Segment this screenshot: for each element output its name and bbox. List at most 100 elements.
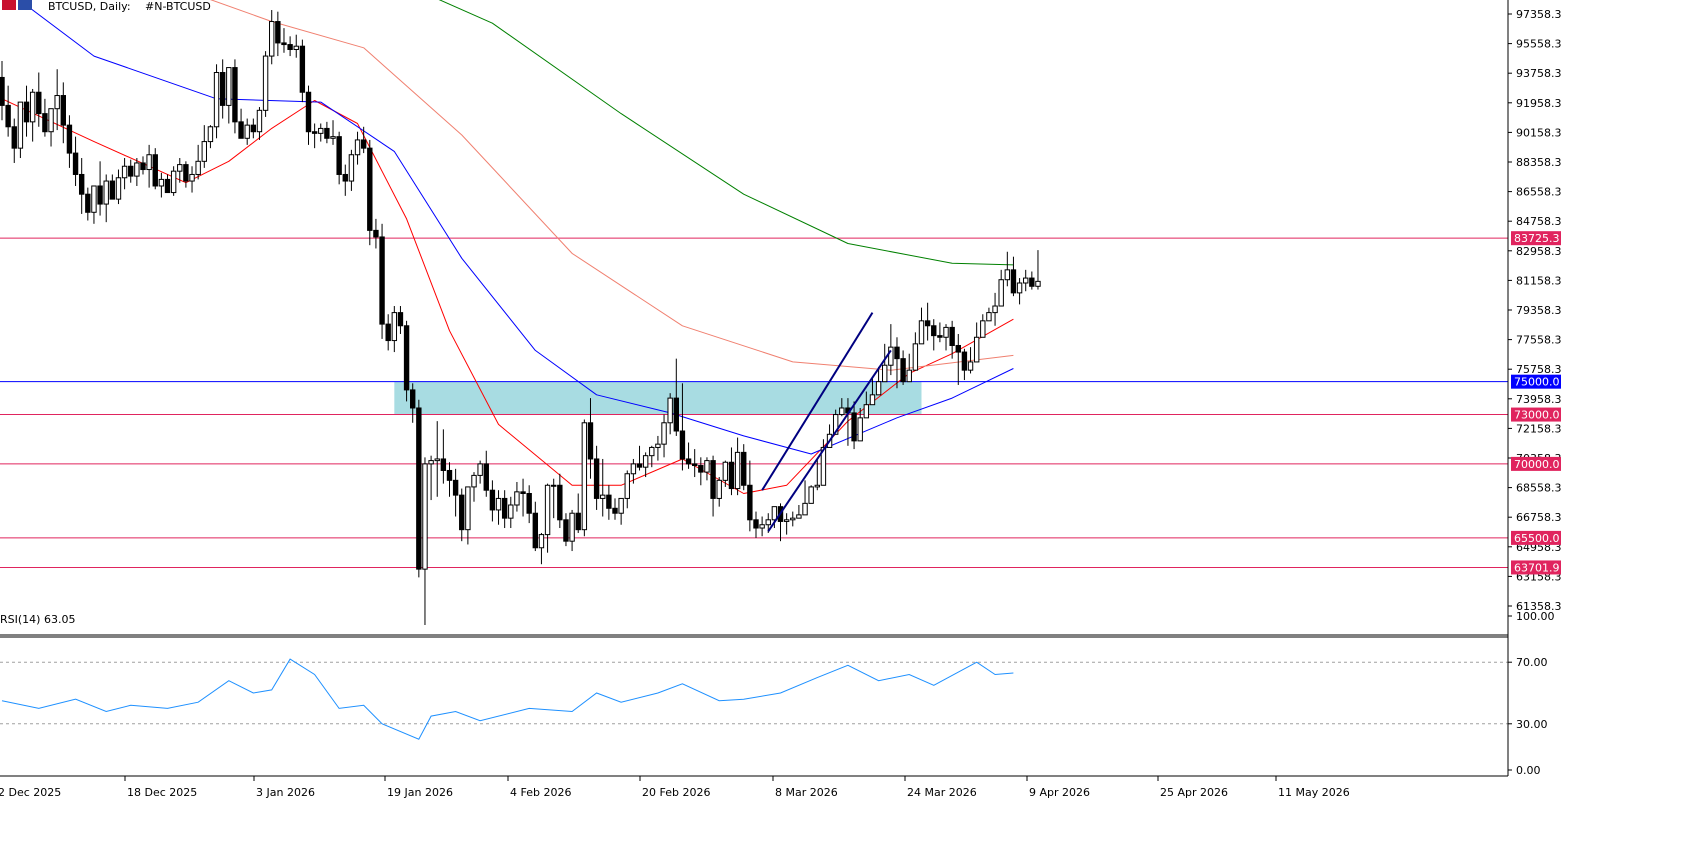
candle — [146, 144, 152, 188]
candle-body — [262, 55, 269, 111]
candle — [219, 59, 226, 119]
candle — [422, 457, 428, 626]
candle-body — [219, 72, 226, 106]
candle-body — [434, 458, 440, 462]
candle — [906, 353, 912, 383]
candle-body — [967, 361, 974, 371]
level-badge-label-73000.0: 73000.0 — [1514, 409, 1560, 422]
candle-body — [367, 147, 373, 231]
price-tick-label: 90158.3 — [1516, 126, 1562, 139]
candle — [299, 39, 306, 103]
candle-body — [428, 460, 434, 465]
candle — [311, 123, 318, 149]
candle — [949, 320, 955, 359]
candle-body — [373, 229, 379, 238]
candle-body — [1016, 282, 1023, 294]
candle-body — [183, 164, 189, 182]
level-badge-label-65500.0: 65500.0 — [1514, 532, 1560, 545]
candle-body — [275, 21, 281, 44]
rsi-tick-label: 0.00 — [1516, 764, 1541, 777]
candle — [544, 483, 551, 553]
candle — [367, 139, 373, 246]
candle-body — [961, 351, 968, 371]
candle-body — [103, 180, 109, 205]
candle-body — [201, 141, 207, 162]
candle-body — [691, 463, 698, 467]
candle-body — [661, 422, 667, 445]
candle-body — [894, 346, 900, 360]
candle — [48, 108, 54, 147]
candle — [980, 314, 986, 338]
candle — [741, 444, 747, 491]
candle-body — [937, 335, 943, 338]
horizontal-levels-layer — [0, 237, 1508, 568]
candle — [918, 307, 925, 345]
candle — [403, 320, 410, 402]
candle-body — [612, 507, 618, 514]
candle-body — [532, 512, 539, 549]
candle-body — [109, 180, 116, 200]
candle — [36, 72, 42, 127]
candle-body — [5, 104, 11, 128]
candle-body — [195, 160, 201, 175]
candle-body — [790, 517, 796, 521]
candle-body — [121, 165, 128, 179]
candle — [103, 174, 109, 223]
candle — [275, 11, 281, 57]
candle — [428, 455, 434, 501]
candle — [195, 144, 201, 180]
candle — [986, 307, 992, 322]
candle-body — [906, 369, 912, 383]
candle — [170, 166, 177, 196]
candle-body — [269, 21, 275, 57]
candle-body — [875, 381, 882, 396]
candle — [649, 445, 655, 468]
candle-body — [722, 461, 729, 481]
candle — [967, 347, 974, 374]
candle-body — [354, 139, 361, 156]
level-badge-83725.3 — [1511, 231, 1561, 246]
candle-body — [360, 139, 367, 149]
candle-body — [624, 473, 630, 499]
candle-body — [716, 479, 722, 499]
date-tick-label: 9 Apr 2026 — [1029, 786, 1090, 799]
candle-body — [465, 486, 471, 531]
candle — [207, 125, 214, 149]
candle — [728, 447, 735, 496]
candle-body — [72, 152, 79, 175]
price-tick-label: 61358.3 — [1516, 600, 1562, 613]
candle — [722, 460, 729, 487]
candle — [128, 159, 134, 183]
candle-body — [606, 494, 612, 509]
rsi-layer — [0, 658, 1508, 740]
candle-body — [882, 364, 888, 383]
candle — [29, 88, 36, 142]
candle-body — [593, 458, 600, 499]
candle-body — [783, 519, 790, 522]
candle-body — [514, 491, 520, 506]
candle — [747, 460, 753, 532]
candle-body — [170, 170, 177, 194]
candle-body — [520, 491, 526, 494]
candle-body — [655, 443, 661, 448]
candle — [851, 401, 857, 450]
candle-body — [318, 127, 324, 134]
candle-body — [753, 519, 759, 529]
candle-body — [710, 460, 716, 499]
channel-line-1 — [761, 312, 874, 491]
candle-body — [489, 489, 496, 511]
candle-body — [765, 519, 771, 526]
candle-body — [410, 389, 416, 409]
support-zone-layer — [394, 381, 922, 415]
candle — [593, 445, 600, 510]
candle-body — [924, 320, 931, 327]
candle — [661, 414, 667, 458]
candle-body — [741, 451, 747, 486]
candle — [17, 101, 24, 159]
candle-body — [189, 173, 195, 182]
candle — [783, 513, 790, 535]
support-zone — [394, 381, 922, 415]
candle-body — [1010, 269, 1017, 294]
candle — [912, 332, 919, 371]
candle — [937, 322, 943, 343]
